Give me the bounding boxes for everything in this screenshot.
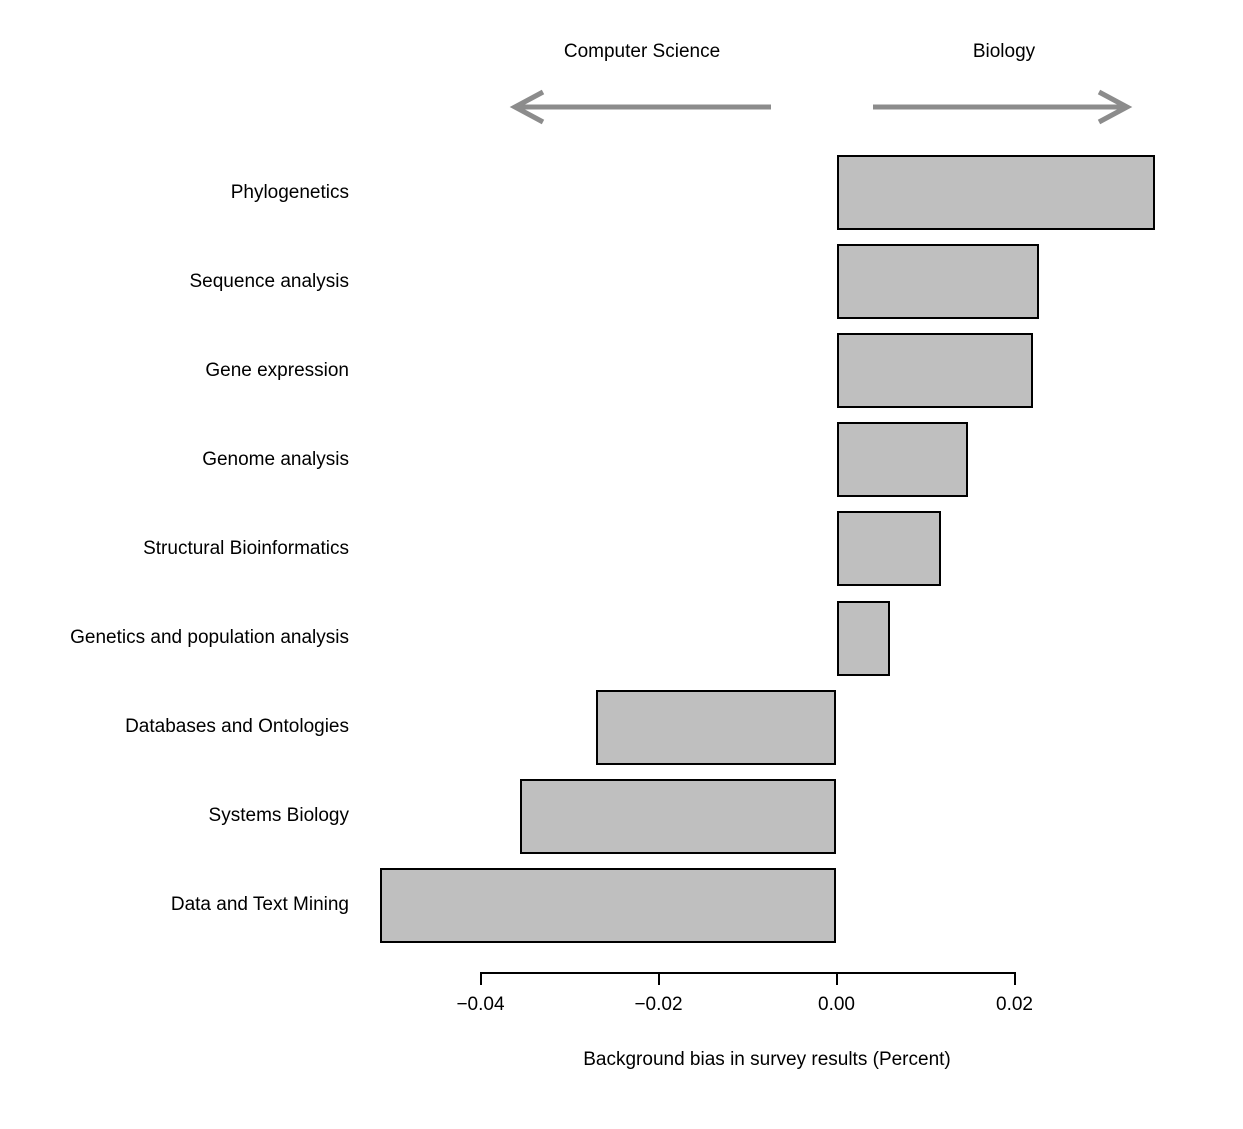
category-label: Genome analysis <box>202 448 349 470</box>
bar <box>519 778 837 854</box>
category-label: Data and Text Mining <box>170 894 349 916</box>
x-axis-tick-label: 0.00 <box>818 994 855 1015</box>
bar <box>379 867 837 943</box>
x-axis-tick-label: 0.02 <box>996 994 1033 1015</box>
bar <box>836 600 890 676</box>
bar <box>836 244 1040 320</box>
biology-direction-label: Biology <box>972 41 1036 62</box>
category-label: Phylogenetics <box>230 181 349 203</box>
x-axis-tick-label: −0.04 <box>456 994 505 1015</box>
category-label: Genetics and population analysis <box>70 627 349 648</box>
x-axis-tick <box>1013 972 1016 985</box>
x-axis-line <box>479 972 1016 974</box>
category-label: Sequence analysis <box>189 270 350 292</box>
x-axis-title: Background bias in survey results (Perce… <box>583 1049 951 1070</box>
direction-arrows <box>509 89 1133 125</box>
bar <box>836 333 1034 409</box>
category-label: Systems Biology <box>208 805 349 827</box>
x-axis-tick <box>657 972 660 985</box>
bar <box>836 155 1156 230</box>
bar <box>836 422 969 498</box>
bar <box>836 511 941 587</box>
x-axis-tick <box>835 972 838 985</box>
x-axis-tick-label: −0.02 <box>634 994 683 1015</box>
left-arrow-icon <box>509 89 771 125</box>
category-label: Structural Bioinformatics <box>143 537 349 559</box>
category-label: Gene expression <box>205 359 349 381</box>
bar <box>596 689 837 765</box>
x-axis-tick <box>479 972 482 985</box>
computer-science-direction-label: Computer Science <box>563 41 721 62</box>
category-label: Databases and Ontologies <box>125 716 349 738</box>
right-arrow-icon <box>873 89 1133 125</box>
